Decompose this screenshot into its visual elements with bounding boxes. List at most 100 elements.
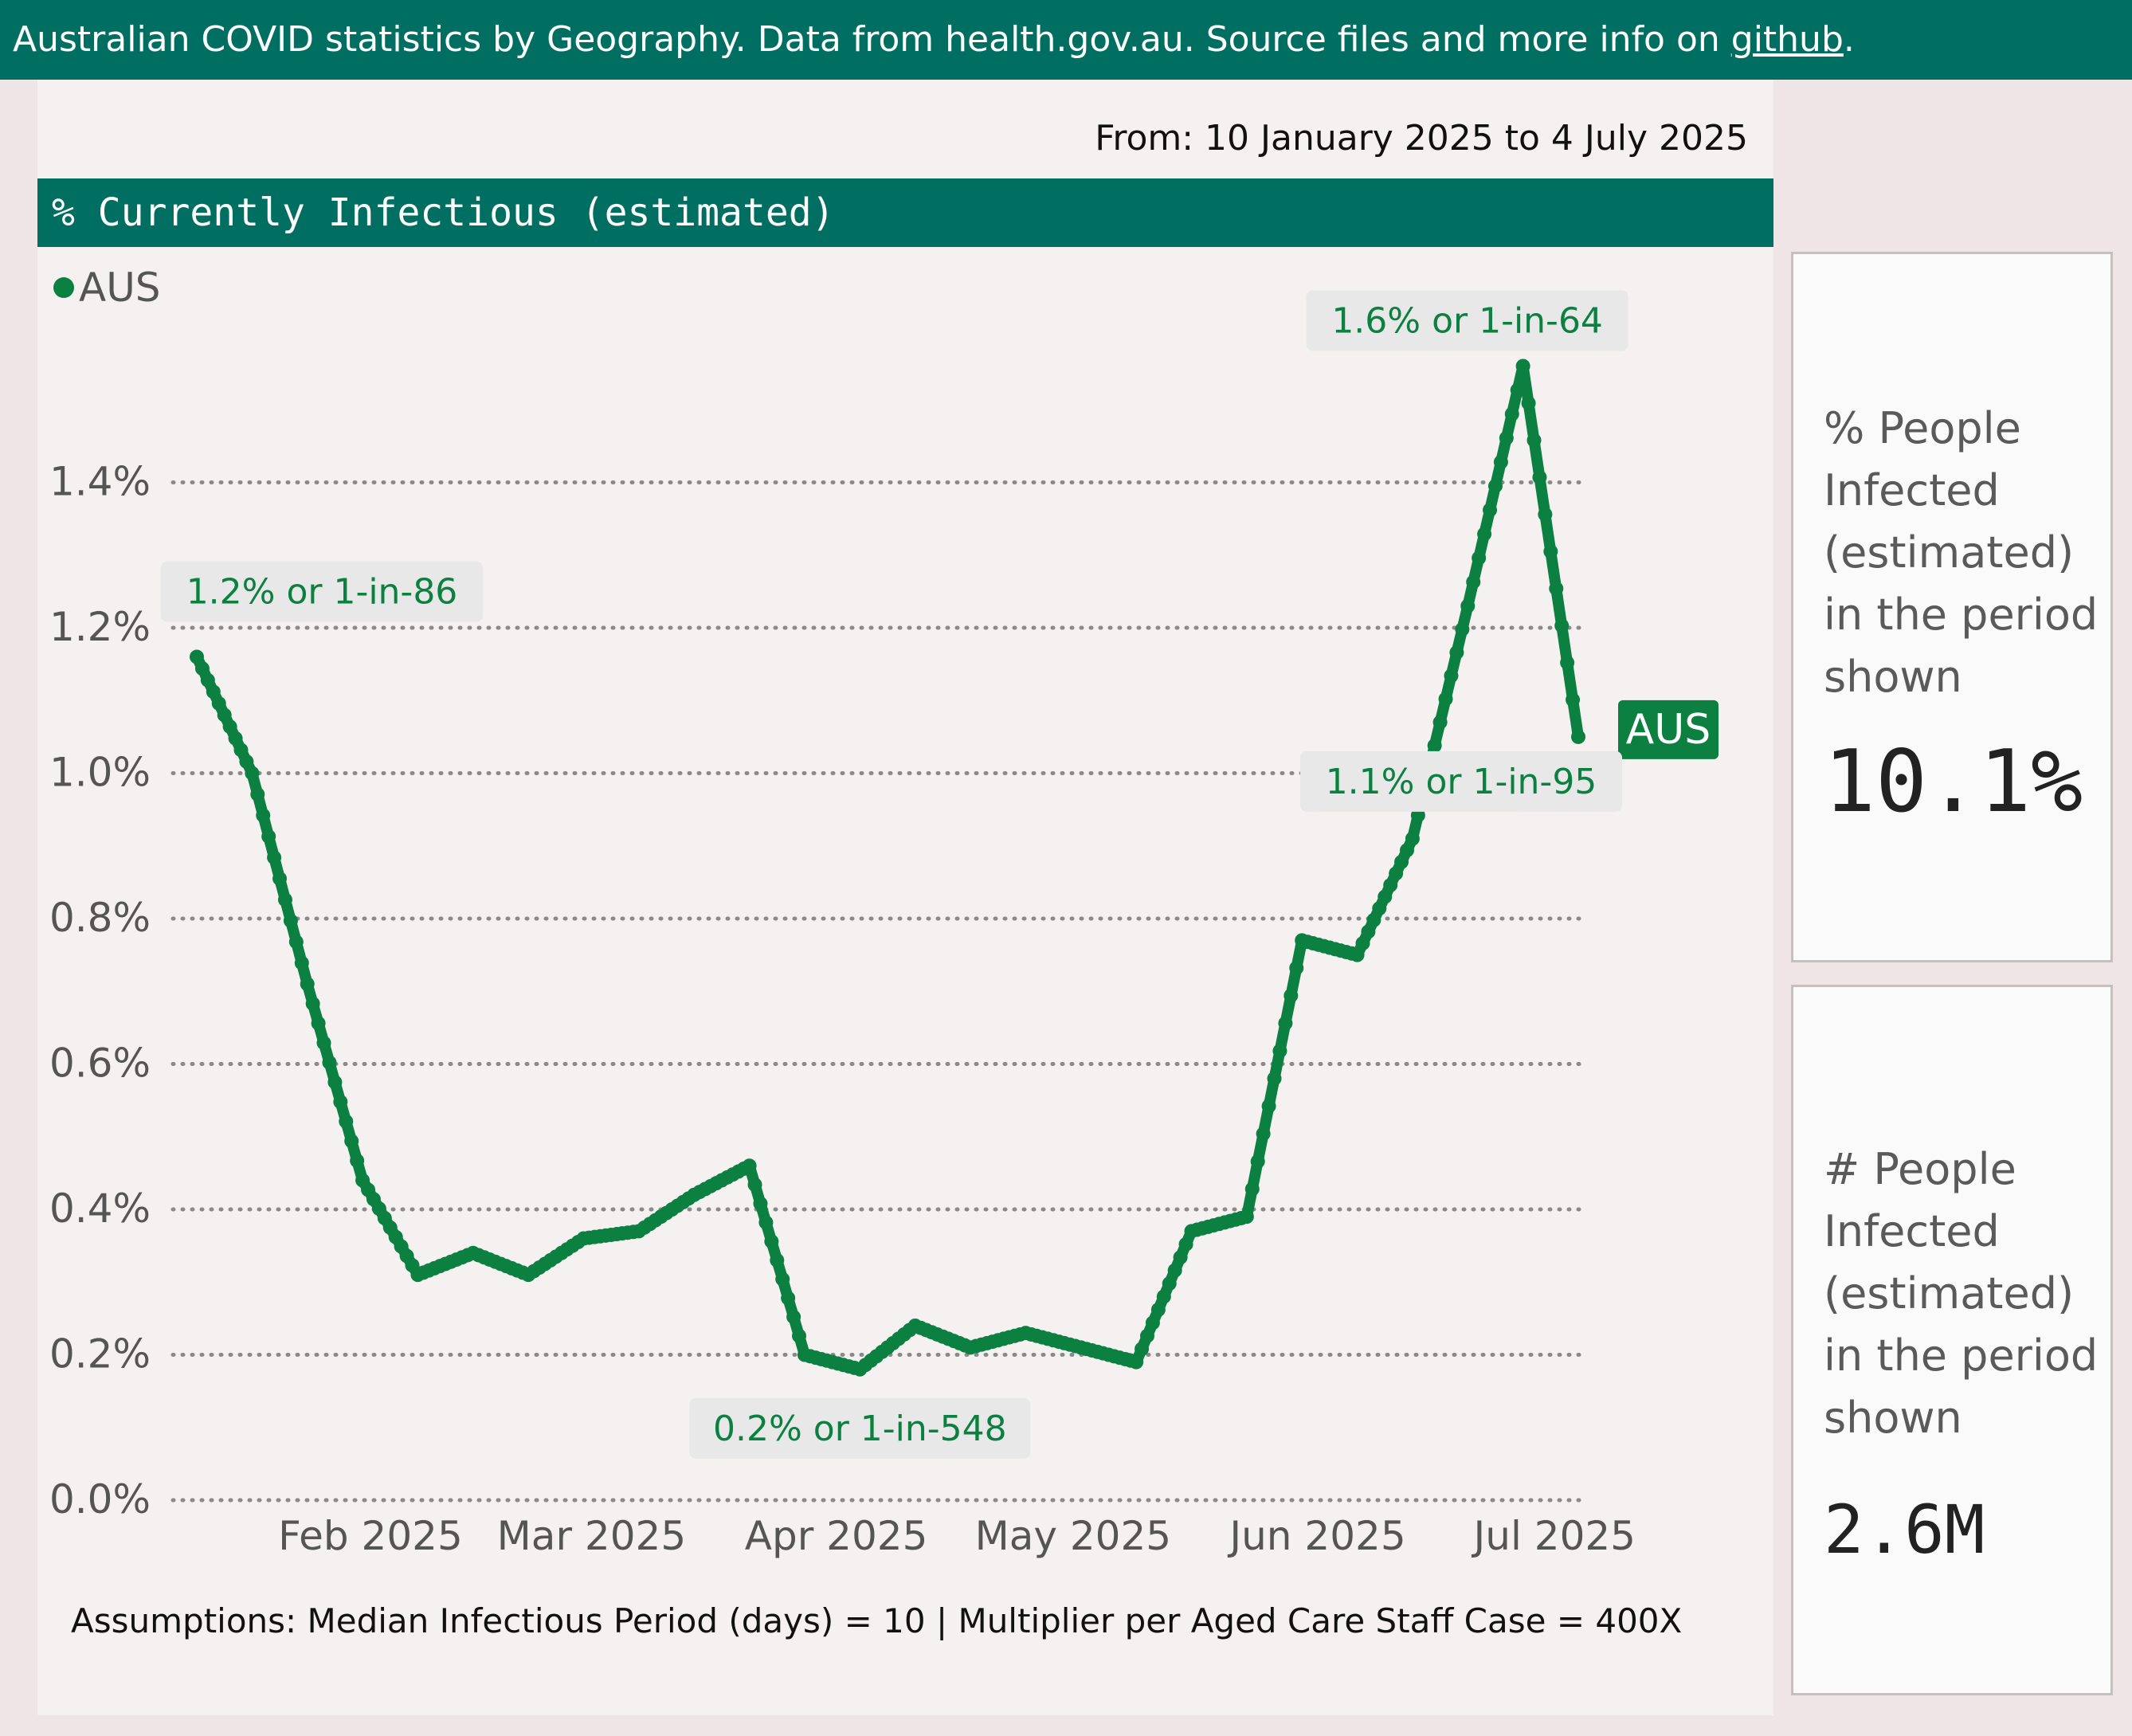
series-point	[194, 661, 210, 676]
series-point	[1244, 1181, 1260, 1197]
y-axis-ticks: 0.0% 0.2% 0.4% 0.6% 0.8% 1.0% 1.2% 1.4%	[49, 459, 151, 1523]
series-point	[781, 1291, 796, 1306]
series-point	[1444, 668, 1459, 684]
series-point	[1538, 507, 1553, 522]
line-chart[interactable]: 0.0% 0.2% 0.4% 0.6% 0.8% 1.0% 1.2% 1.4% Feb 202…	[37, 80, 1773, 1593]
chart-legend[interactable]: AUS	[53, 265, 161, 311]
series-point	[1515, 359, 1530, 374]
legend-dot-icon	[53, 277, 74, 298]
series-point	[1504, 406, 1519, 421]
series-point	[1560, 655, 1575, 670]
page-header: Australian COVID statistics by Geography…	[0, 0, 2132, 80]
series-point	[1239, 1209, 1254, 1225]
series-point	[1355, 936, 1370, 951]
series-point	[1278, 1016, 1293, 1031]
series-point	[792, 1328, 807, 1343]
series-point	[1566, 692, 1581, 707]
series-point	[288, 935, 304, 950]
y-tick-label: 1.0%	[49, 750, 151, 796]
series-point	[233, 743, 249, 758]
annotation-bg	[161, 561, 483, 622]
series-point	[1289, 961, 1304, 976]
series-point	[333, 1094, 348, 1109]
series-point	[1135, 1342, 1150, 1357]
legend-label: AUS	[79, 265, 161, 311]
annotation-bg	[1306, 290, 1628, 351]
series-point	[1493, 454, 1508, 469]
series-point	[300, 977, 315, 992]
series-point	[1145, 1315, 1160, 1330]
annotation-callout: 1.1% or 1-in-95	[1300, 750, 1622, 812]
kpi-card-percent-infected[interactable]: % People Infected (estimated) in the per…	[1791, 252, 2113, 962]
series-point	[1256, 1127, 1271, 1142]
series-end-label-text: AUS	[1626, 706, 1711, 754]
series-point	[747, 1177, 762, 1192]
chart-panel: From: 10 January 2025 to 4 July 2025 % C…	[37, 80, 1773, 1715]
series-point	[1267, 1071, 1282, 1086]
kpi-card-people-infected[interactable]: # People Infected (estimated) in the per…	[1791, 985, 2113, 1695]
series-point	[1272, 1044, 1287, 1059]
series-point	[770, 1252, 785, 1268]
annotation-bg	[689, 1397, 1031, 1459]
series-point	[1460, 598, 1476, 613]
series-point	[753, 1196, 768, 1211]
chart-title: % Currently Infectious (estimated)	[37, 178, 1773, 247]
series-point	[1361, 924, 1376, 939]
annotation-label: 0.2% or 1-in-548	[713, 1409, 1007, 1449]
assumptions-footnote: Assumptions: Median Infectious Period (d…	[71, 1601, 1683, 1640]
series-line: AUS	[190, 359, 1719, 1377]
series-end-label-bg	[1618, 699, 1719, 759]
series-point	[1173, 1250, 1188, 1265]
x-tick-label: Apr 2025	[745, 1513, 928, 1559]
series-point	[311, 1016, 326, 1031]
x-tick-label: May 2025	[975, 1513, 1172, 1559]
series-point	[294, 955, 309, 970]
series-point	[1139, 1328, 1154, 1343]
github-link[interactable]: github	[1730, 19, 1844, 60]
series-point	[1549, 581, 1564, 596]
series-point	[245, 766, 260, 781]
series-point	[1150, 1302, 1166, 1317]
annotation-bg	[1300, 750, 1622, 812]
series-point	[758, 1215, 774, 1230]
series-point	[1499, 430, 1514, 445]
series-point	[206, 684, 221, 699]
x-axis-ticks: Feb 2025 Mar 2025 Apr 2025 May 2025 Jun 2025…	[278, 1513, 1636, 1559]
series-point	[272, 871, 288, 886]
y-tick-label: 1.4%	[49, 459, 151, 505]
series-point	[1477, 527, 1492, 542]
series-point	[1284, 988, 1299, 1003]
series-point	[239, 754, 254, 769]
series-point	[1250, 1154, 1265, 1169]
annotation-callout: 1.2% or 1-in-86	[161, 561, 483, 622]
annotation-callout: 0.2% or 1-in-548	[689, 1397, 1031, 1459]
series-point	[775, 1272, 790, 1287]
series-point	[1129, 1354, 1144, 1370]
series-point	[742, 1158, 757, 1174]
series-point	[200, 672, 215, 688]
header-text: Australian COVID statistics by Geography…	[13, 19, 1731, 60]
series-point	[250, 786, 265, 801]
series-point	[283, 913, 298, 928]
series-point	[228, 731, 243, 746]
annotation-callout: 1.6% or 1-in-64	[1306, 290, 1628, 351]
series-point	[305, 996, 320, 1011]
kpi-value: 2.6M	[1824, 1491, 1985, 1569]
series-point	[1466, 574, 1481, 590]
series-point	[1405, 831, 1420, 846]
series-point	[1399, 843, 1414, 858]
series-point	[1394, 854, 1409, 869]
x-tick-label: Jun 2025	[1227, 1513, 1405, 1559]
annotation-label: 1.6% or 1-in-64	[1331, 301, 1603, 342]
series-point	[211, 696, 226, 711]
series-point	[1554, 618, 1570, 633]
x-tick-label: Jul 2025	[1472, 1513, 1636, 1559]
series-point	[1510, 382, 1525, 398]
y-tick-label: 1.2%	[49, 604, 151, 650]
series-point	[339, 1114, 354, 1129]
series-point	[316, 1036, 331, 1051]
series-point	[764, 1234, 779, 1249]
series-point	[350, 1153, 365, 1168]
series-point	[1366, 912, 1381, 927]
series-point	[261, 829, 276, 844]
